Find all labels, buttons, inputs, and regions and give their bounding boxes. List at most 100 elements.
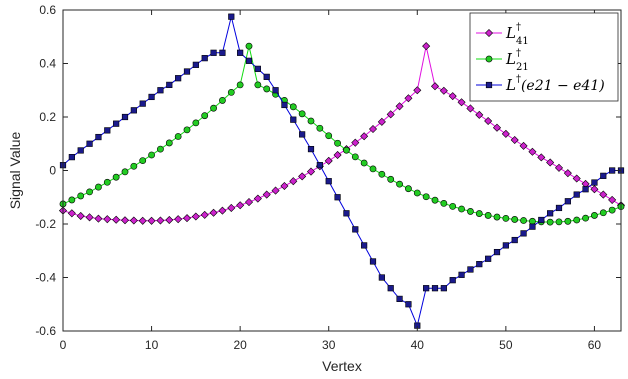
- data-point: [245, 57, 253, 64]
- data-point: [361, 242, 368, 249]
- x-tick-label: 20: [233, 338, 247, 352]
- data-point: [529, 217, 536, 225]
- data-point: [219, 49, 226, 56]
- data-point: [191, 212, 200, 221]
- data-point: [476, 261, 483, 268]
- data-point: [520, 217, 527, 224]
- chart-axes: 0 10 20 30 40 50 60 -0.6 -0.4 -0.2 0 0.2 0.4 0.6: [35, 3, 622, 352]
- data-point: [298, 172, 307, 181]
- data-point: [138, 216, 147, 225]
- data-point: [218, 206, 227, 215]
- data-point: [440, 285, 447, 292]
- data-point: [519, 141, 528, 150]
- data-point: [103, 178, 111, 186]
- data-point: [511, 216, 519, 223]
- y-tick-label: 0.4: [39, 57, 56, 71]
- data-point: [520, 230, 527, 237]
- data-point: [352, 226, 359, 233]
- data-point: [112, 173, 120, 181]
- data-point: [555, 204, 563, 212]
- data-point: [183, 126, 191, 134]
- data-point: [174, 133, 182, 140]
- x-axis-label: Vertex: [322, 358, 362, 374]
- data-point: [484, 212, 492, 219]
- data-point: [130, 162, 138, 170]
- data-point: [493, 213, 501, 221]
- data-point: [475, 110, 484, 119]
- data-point: [68, 154, 75, 161]
- data-point: [563, 169, 572, 178]
- data-point: [395, 102, 404, 111]
- data-point: [564, 217, 572, 225]
- legend-label: L† 21: [505, 48, 529, 73]
- data-point: [67, 209, 76, 218]
- data-point: [396, 180, 403, 188]
- series-1: [58, 42, 626, 225]
- data-point: [236, 81, 244, 89]
- data-point: [130, 107, 137, 114]
- data-point: [148, 151, 155, 159]
- data-point: [139, 100, 146, 107]
- data-point: [582, 186, 589, 193]
- data-point: [591, 179, 598, 186]
- data-point: [422, 193, 430, 201]
- data-point: [316, 124, 324, 132]
- legend-box: [469, 12, 619, 102]
- data-point: [387, 175, 395, 183]
- data-point: [227, 88, 235, 96]
- legend-marker: [485, 81, 493, 89]
- y-axis-label: Signal Value: [7, 132, 23, 210]
- series-3: [59, 13, 625, 329]
- data-point: [85, 213, 94, 222]
- data-point: [334, 194, 341, 201]
- data-point: [600, 172, 607, 179]
- data-point: [280, 181, 289, 191]
- data-point: [307, 117, 315, 125]
- data-point: [369, 165, 377, 173]
- data-point: [378, 274, 385, 281]
- x-tick-label: 30: [322, 338, 336, 352]
- data-point: [175, 75, 182, 82]
- data-point: [413, 86, 422, 95]
- data-point: [148, 93, 155, 101]
- y-tick-label: -0.4: [35, 271, 56, 285]
- legend-item-3: L†(e21 − e41): [476, 74, 605, 94]
- data-point: [129, 216, 138, 225]
- data-point: [306, 167, 316, 176]
- data-point: [599, 209, 607, 217]
- data-point: [369, 258, 377, 265]
- data-point: [537, 153, 546, 162]
- data-point: [538, 216, 545, 224]
- x-tick-label: 10: [145, 338, 159, 352]
- data-point: [582, 214, 589, 222]
- data-point: [422, 42, 431, 51]
- data-point: [121, 113, 129, 121]
- data-point: [343, 210, 350, 217]
- data-point: [210, 49, 217, 56]
- data-point: [502, 214, 510, 222]
- data-point: [440, 200, 448, 207]
- data-point: [165, 215, 174, 225]
- data-point: [237, 49, 244, 56]
- data-point: [86, 188, 93, 196]
- data-point: [77, 192, 85, 200]
- data-point: [272, 87, 279, 94]
- data-point: [325, 178, 332, 185]
- data-point: [165, 139, 173, 147]
- y-tick-label: -0.6: [35, 324, 56, 338]
- data-point: [493, 248, 501, 256]
- data-point: [378, 170, 386, 178]
- data-point: [572, 174, 581, 183]
- data-point: [404, 94, 413, 103]
- data-point: [86, 140, 93, 147]
- legend-marker: [485, 55, 493, 63]
- data-point: [219, 97, 226, 104]
- data-point: [511, 236, 518, 244]
- data-point: [431, 285, 439, 292]
- data-point: [546, 158, 555, 167]
- data-point: [458, 205, 465, 213]
- data-point: [608, 206, 616, 214]
- data-point: [103, 215, 112, 224]
- data-point: [307, 146, 315, 153]
